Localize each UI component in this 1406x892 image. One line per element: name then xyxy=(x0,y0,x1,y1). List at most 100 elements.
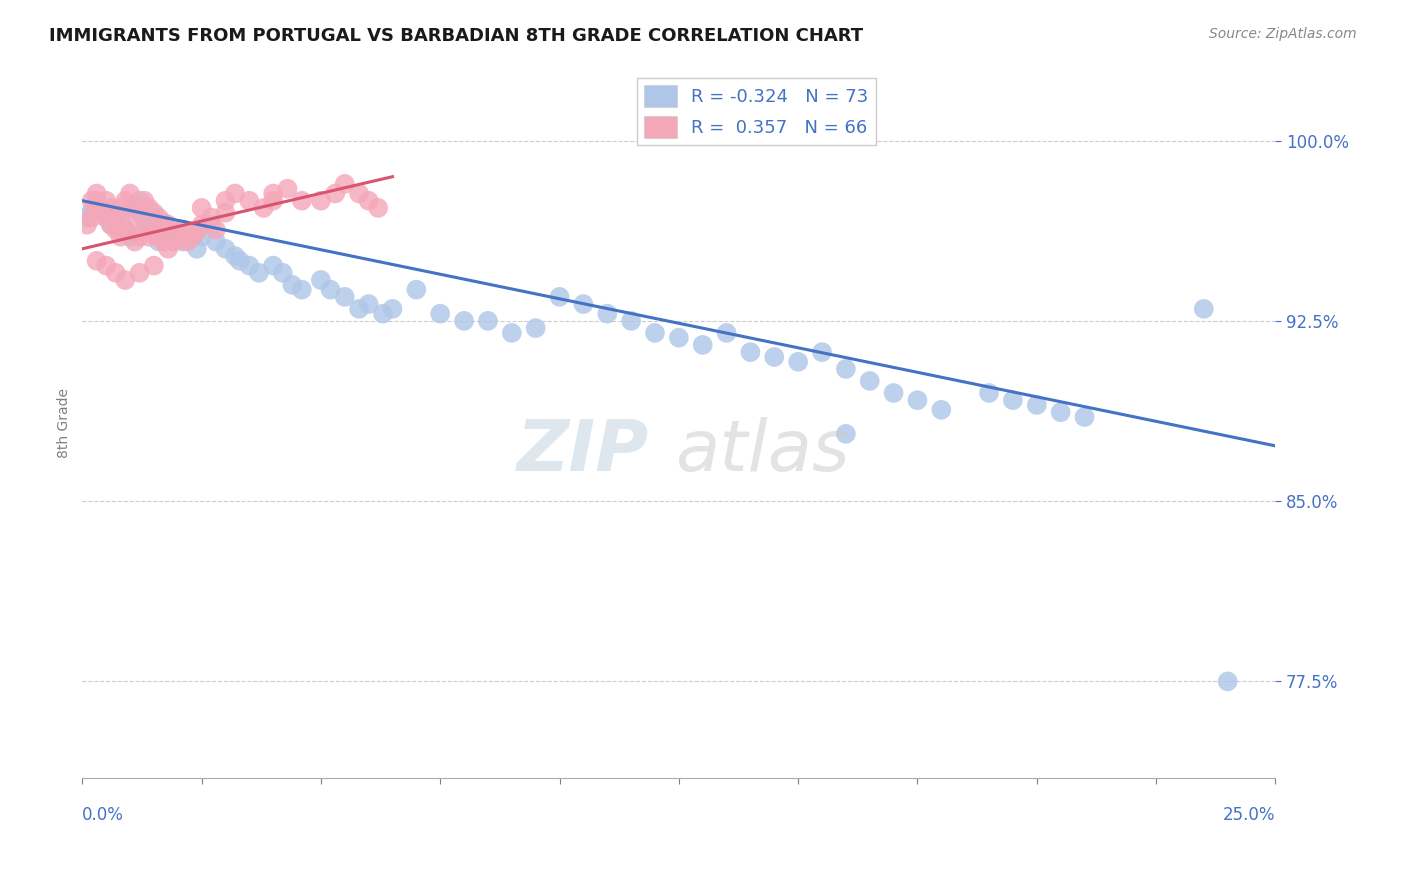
Text: Source: ZipAtlas.com: Source: ZipAtlas.com xyxy=(1209,27,1357,41)
Point xyxy=(596,307,619,321)
Legend: R = -0.324   N = 73, R =  0.357   N = 66: R = -0.324 N = 73, R = 0.357 N = 66 xyxy=(637,78,876,145)
Point xyxy=(309,273,332,287)
Point xyxy=(291,194,314,208)
Point xyxy=(787,355,810,369)
Point xyxy=(276,182,298,196)
Point xyxy=(96,259,118,273)
Point xyxy=(114,222,136,236)
Y-axis label: 8th Grade: 8th Grade xyxy=(58,388,72,458)
Point xyxy=(501,326,523,340)
Point xyxy=(100,218,122,232)
Point xyxy=(138,229,160,244)
Point xyxy=(86,201,108,215)
Point xyxy=(1049,405,1071,419)
Point xyxy=(76,218,98,232)
Point xyxy=(142,222,165,236)
Point xyxy=(118,229,141,244)
Point xyxy=(176,235,198,249)
Point xyxy=(96,211,118,225)
Point xyxy=(186,225,208,239)
Point xyxy=(1001,393,1024,408)
Point xyxy=(429,307,451,321)
Point xyxy=(152,229,174,244)
Point xyxy=(190,218,212,232)
Point xyxy=(620,314,643,328)
Point xyxy=(740,345,762,359)
Point xyxy=(190,201,212,215)
Point xyxy=(214,194,236,208)
Point xyxy=(323,186,346,201)
Point xyxy=(224,249,246,263)
Point xyxy=(181,229,204,244)
Point xyxy=(333,290,356,304)
Point xyxy=(262,259,284,273)
Point xyxy=(238,194,260,208)
Point xyxy=(176,229,198,244)
Point xyxy=(157,222,180,236)
Text: atlas: atlas xyxy=(675,417,849,486)
Point xyxy=(172,222,194,236)
Point xyxy=(86,253,108,268)
Point xyxy=(692,338,714,352)
Point xyxy=(190,229,212,244)
Point xyxy=(763,350,786,364)
Point xyxy=(357,194,380,208)
Point xyxy=(271,266,294,280)
Point xyxy=(835,362,858,376)
Point xyxy=(128,205,150,219)
Point xyxy=(114,273,136,287)
Point xyxy=(124,201,146,215)
Point xyxy=(291,283,314,297)
Point xyxy=(128,229,150,244)
Point xyxy=(142,225,165,239)
Point xyxy=(214,242,236,256)
Point xyxy=(148,229,170,244)
Point xyxy=(90,201,112,215)
Point xyxy=(96,211,118,225)
Point xyxy=(86,186,108,201)
Point xyxy=(572,297,595,311)
Point xyxy=(357,297,380,311)
Point xyxy=(124,235,146,249)
Point xyxy=(148,211,170,225)
Point xyxy=(1192,301,1215,316)
Point xyxy=(90,205,112,219)
Point xyxy=(152,235,174,249)
Text: 25.0%: 25.0% xyxy=(1223,806,1275,824)
Point xyxy=(347,301,370,316)
Point xyxy=(80,194,103,208)
Point xyxy=(907,393,929,408)
Point xyxy=(1216,674,1239,689)
Point xyxy=(931,402,953,417)
Point xyxy=(644,326,666,340)
Point xyxy=(229,253,252,268)
Point xyxy=(1025,398,1047,412)
Point xyxy=(90,201,112,215)
Point xyxy=(148,235,170,249)
Point xyxy=(166,229,188,244)
Point xyxy=(214,205,236,219)
Point xyxy=(100,218,122,232)
Point xyxy=(309,194,332,208)
Point xyxy=(281,277,304,292)
Text: IMMIGRANTS FROM PORTUGAL VS BARBADIAN 8TH GRADE CORRELATION CHART: IMMIGRANTS FROM PORTUGAL VS BARBADIAN 8T… xyxy=(49,27,863,45)
Point xyxy=(367,201,389,215)
Point xyxy=(142,259,165,273)
Point xyxy=(162,235,184,249)
Point xyxy=(262,194,284,208)
Point xyxy=(524,321,547,335)
Point xyxy=(166,225,188,239)
Point xyxy=(262,186,284,201)
Point xyxy=(319,283,342,297)
Point xyxy=(977,386,1000,401)
Point xyxy=(138,201,160,215)
Point xyxy=(96,194,118,208)
Point xyxy=(110,201,132,215)
Point xyxy=(247,266,270,280)
Point xyxy=(128,194,150,208)
Point xyxy=(110,229,132,244)
Point xyxy=(157,242,180,256)
Point xyxy=(80,211,103,225)
Point xyxy=(134,211,156,225)
Point xyxy=(205,235,228,249)
